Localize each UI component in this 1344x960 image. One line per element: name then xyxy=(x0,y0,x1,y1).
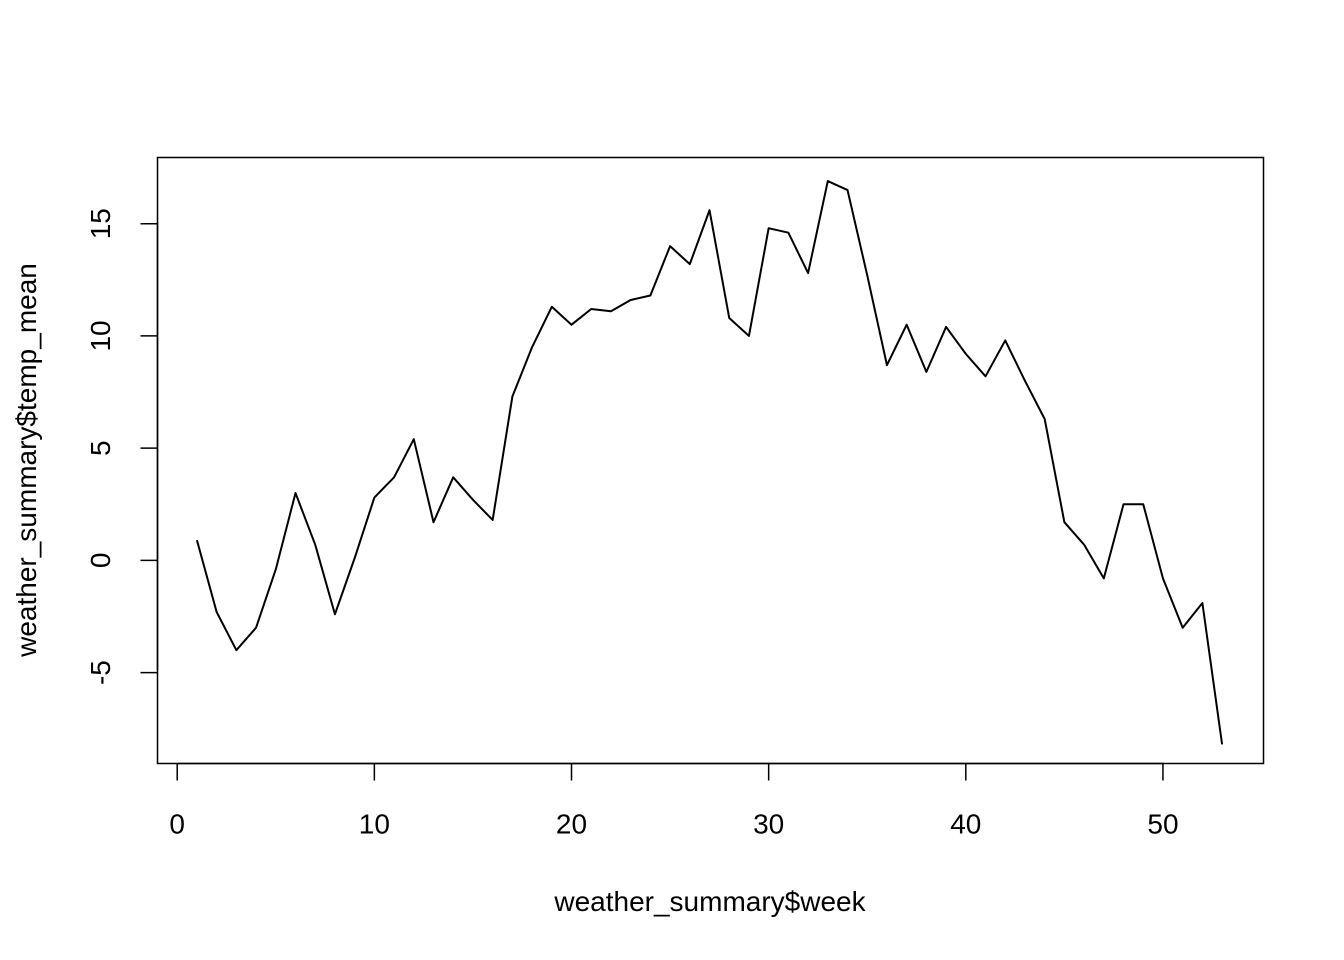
y-tick-label: -5 xyxy=(85,660,116,685)
x-axis: 0 10 20 30 40 50 xyxy=(169,762,1179,840)
x-tick-label: 40 xyxy=(950,809,981,840)
x-axis-label: weather_summary$week xyxy=(553,886,866,917)
y-tick-label: 5 xyxy=(85,440,116,456)
x-tick-label: 20 xyxy=(556,809,587,840)
y-tick-label: 10 xyxy=(85,320,116,351)
x-tick-label: 30 xyxy=(753,809,784,840)
plot-box xyxy=(156,156,1265,765)
y-tick-label: 0 xyxy=(85,553,116,569)
x-tick-label: 10 xyxy=(359,809,390,840)
y-axis-label: weather_summary$temp_mean xyxy=(11,263,42,658)
x-tick-label: 50 xyxy=(1147,809,1178,840)
series-layer xyxy=(195,180,1224,745)
y-axis: -5 0 5 10 15 xyxy=(85,208,159,685)
x-tick-label: 0 xyxy=(169,809,185,840)
y-tick-label: 15 xyxy=(85,208,116,239)
series-line xyxy=(195,180,1224,745)
